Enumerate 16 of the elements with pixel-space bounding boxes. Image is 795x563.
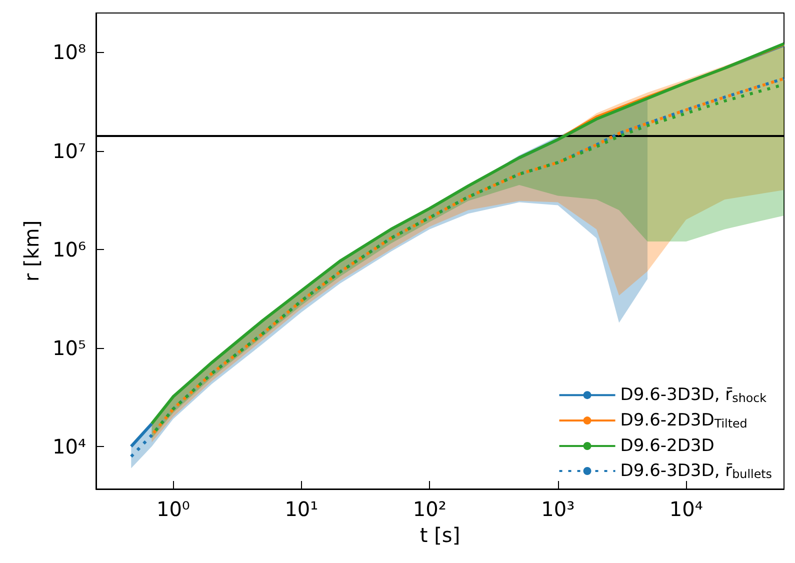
x-tick-label: 10⁰	[156, 497, 190, 521]
y-tick-label: 10⁶	[52, 237, 86, 262]
legend-label: D9.6-3D3D, r̄bullets	[620, 461, 772, 482]
x-tick-label: 10²	[412, 497, 446, 521]
legend-label: D9.6-2D3DTilted	[620, 410, 748, 431]
x-axis-title: t [s]	[420, 523, 460, 547]
y-axis-title: r [km]	[20, 220, 44, 282]
y-tick-label: 10⁸	[52, 40, 86, 64]
y-tick-label: 10⁷	[52, 138, 86, 163]
x-tick-label: 10³	[541, 497, 575, 521]
x-tick-label: 10⁴	[669, 497, 703, 521]
legend-label: D9.6-3D3D, r̄shock	[620, 385, 767, 406]
y-tick-label: 10⁴	[52, 434, 86, 458]
x-tick-label: 10¹	[284, 497, 318, 521]
y-tick-label: 10⁵	[52, 336, 86, 360]
legend-label: D9.6-2D3D	[620, 436, 714, 456]
